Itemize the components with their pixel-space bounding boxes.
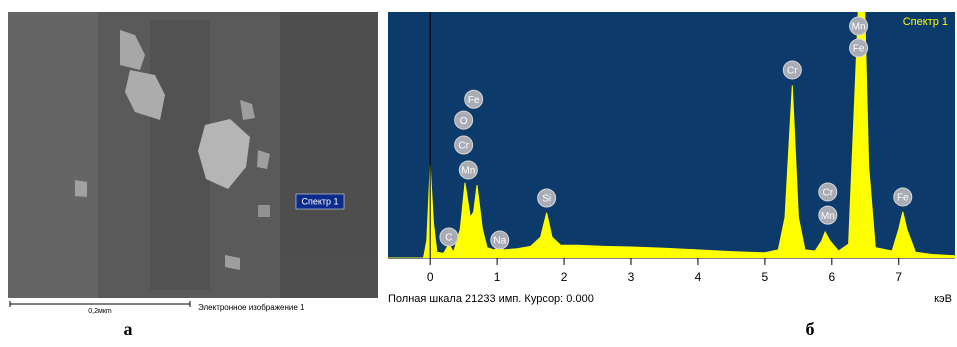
element-marker — [537, 188, 557, 208]
element-label: Na — [493, 236, 506, 247]
image-caption: Электронное изображение 1 — [198, 303, 305, 312]
element-marker — [782, 60, 802, 80]
element-label: Mn — [821, 211, 835, 222]
element-marker — [818, 205, 838, 225]
x-tick-label: 6 — [828, 270, 835, 284]
legend-entry: Спектр 1 — [903, 16, 948, 28]
footer: Полная шкала 21233 имп. Курсор: 0.000 — [388, 293, 594, 305]
element-marker — [893, 187, 913, 207]
element-marker — [439, 227, 459, 247]
x-tick-label: 4 — [695, 270, 702, 284]
element-marker — [818, 182, 838, 202]
element-marker — [849, 38, 869, 58]
spectrum — [388, 12, 955, 258]
x-tick-label: 0 — [427, 270, 434, 284]
element-label: Si — [542, 194, 551, 205]
x-tick-label: 5 — [762, 270, 769, 284]
element-marker — [849, 16, 869, 36]
element-label: Mn — [852, 22, 866, 33]
marker-box — [295, 193, 345, 210]
image-footer — [8, 298, 378, 316]
sem-texture — [8, 12, 378, 298]
x-tick-label: 1 — [494, 270, 501, 284]
element-label: Fe — [853, 44, 865, 55]
plot-area — [388, 12, 955, 258]
marker-label: Спектр 1 — [301, 196, 338, 206]
element-marker — [454, 110, 474, 130]
element-label: O — [460, 116, 468, 127]
element-marker — [458, 160, 478, 180]
x-tick-label: 3 — [628, 270, 635, 284]
element-label: Cr — [823, 188, 834, 199]
element-marker — [490, 230, 510, 250]
x-axis-label: кэВ — [934, 293, 952, 305]
element-label: Fe — [468, 95, 480, 106]
element-label: Mn — [461, 166, 475, 177]
element-marker — [464, 89, 484, 109]
element-label: Cr — [458, 141, 469, 152]
x-tick-label: 2 — [561, 270, 568, 284]
element-label: Cr — [787, 66, 798, 77]
element-label: Fe — [897, 193, 909, 204]
element-marker — [454, 135, 474, 155]
scale-label: 0,2мкm — [88, 308, 112, 315]
element-label: C — [445, 233, 452, 244]
x-tick-label: 7 — [895, 270, 902, 284]
panel-label: б — [806, 319, 815, 339]
spectrum-fill — [388, 12, 955, 258]
panel-label: а — [124, 319, 133, 339]
